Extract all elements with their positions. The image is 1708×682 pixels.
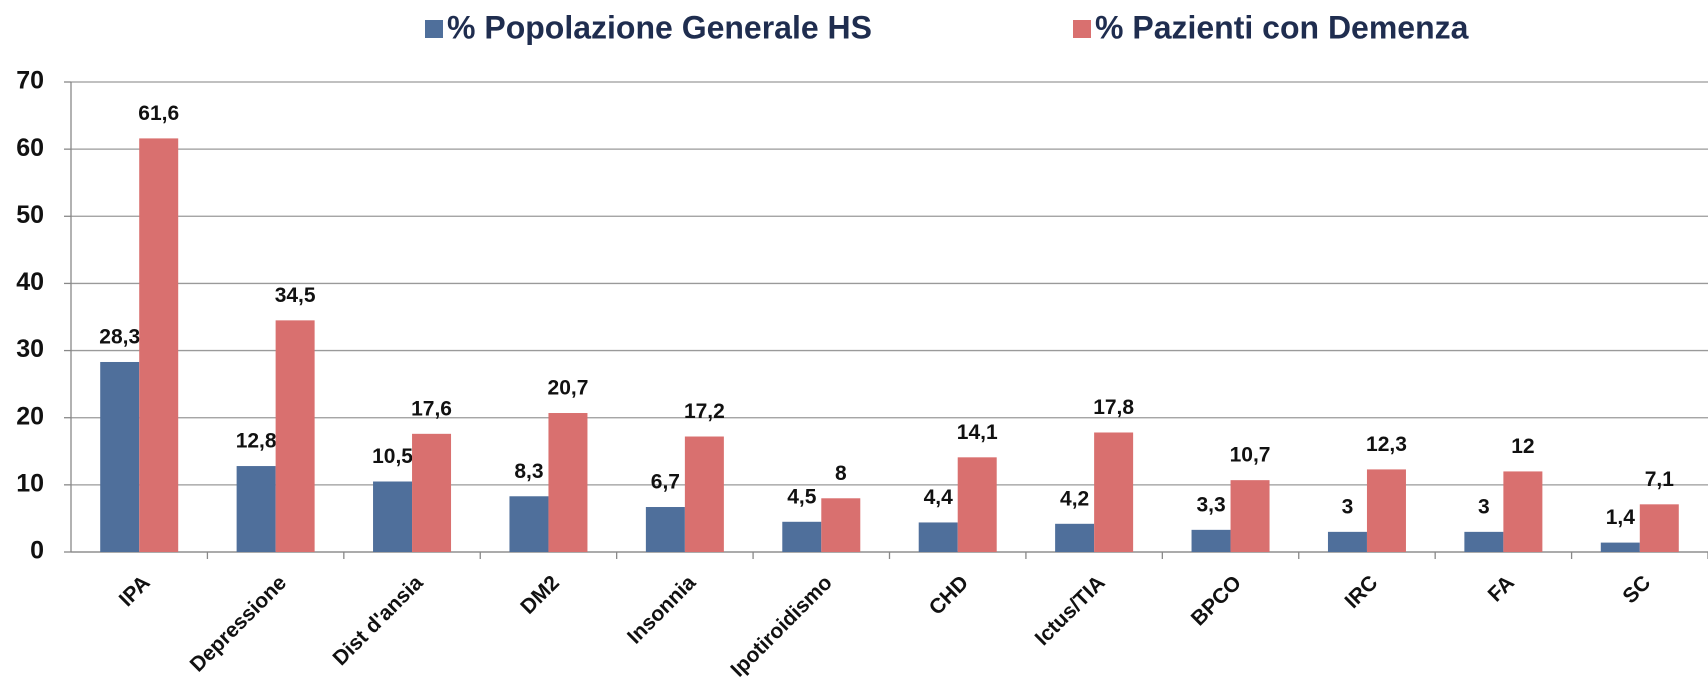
y-tick-label: 20	[16, 402, 44, 430]
x-tick-label: IPA	[115, 571, 155, 611]
bar	[645, 507, 685, 552]
bar	[548, 413, 588, 552]
value-label: 10,5	[372, 445, 413, 468]
legend-swatch	[425, 20, 443, 38]
y-tick-label: 60	[16, 134, 44, 162]
x-tick-label: BPCO	[1187, 571, 1246, 630]
value-label: 8,3	[514, 460, 543, 483]
bar	[1464, 531, 1504, 552]
value-label: 12,8	[236, 430, 277, 453]
bar	[918, 522, 958, 552]
x-tick-label: Dist d'ansia	[328, 571, 427, 670]
x-tick-label: CHD	[925, 571, 973, 619]
value-label: 7,1	[1645, 468, 1675, 491]
bar	[1639, 504, 1679, 552]
bar	[236, 466, 276, 552]
x-tick-label: Depressione	[186, 571, 291, 676]
value-label: 12,3	[1366, 433, 1407, 456]
value-label: 17,8	[1093, 396, 1134, 419]
bar	[1191, 529, 1231, 552]
bar	[275, 320, 315, 552]
bar	[1600, 542, 1640, 552]
value-label: 3,3	[1196, 493, 1225, 516]
value-label: 28,3	[99, 326, 140, 349]
bar	[100, 361, 140, 552]
x-tick-label: IRC	[1341, 571, 1383, 613]
x-tick-label: DM2	[516, 571, 564, 619]
y-tick-label: 40	[16, 268, 44, 296]
x-tick-label: Ipotiroidismo	[726, 571, 836, 681]
value-label: 4,4	[924, 486, 954, 509]
value-label: 6,7	[651, 471, 680, 494]
bar	[1503, 471, 1543, 552]
value-label: 3	[1342, 495, 1354, 518]
value-label: 1,4	[1606, 506, 1636, 529]
value-label: 12	[1511, 435, 1534, 458]
y-tick-label: 50	[16, 201, 44, 229]
value-label: 3	[1478, 495, 1490, 518]
bar	[821, 498, 861, 552]
bar	[412, 433, 452, 552]
legend-swatch	[1073, 20, 1091, 38]
y-tick-label: 70	[16, 67, 44, 95]
bar	[684, 436, 724, 552]
bar	[373, 481, 413, 552]
y-tick-label: 0	[30, 537, 44, 565]
bar	[509, 496, 549, 552]
bar	[1366, 469, 1406, 552]
value-label: 61,6	[138, 102, 179, 125]
x-tick-label: SC	[1618, 571, 1655, 608]
legend-label: % Pazienti con Demenza	[1095, 9, 1469, 45]
bar	[957, 457, 997, 552]
value-label: 20,7	[548, 377, 589, 400]
value-label: 17,2	[684, 400, 725, 423]
x-tick-label: FA	[1484, 571, 1519, 606]
x-tick-label: Insonnia	[623, 571, 701, 649]
bar	[1094, 432, 1134, 552]
bar	[1230, 480, 1270, 552]
bar	[782, 521, 822, 552]
y-tick-label: 10	[16, 469, 44, 497]
value-label: 34,5	[275, 284, 316, 307]
value-label: 14,1	[957, 421, 998, 444]
x-tick-label: Ictus/TIA	[1031, 571, 1110, 650]
value-label: 8	[835, 462, 847, 485]
value-label: 10,7	[1230, 444, 1271, 467]
bar	[1327, 531, 1367, 552]
value-label: 4,2	[1060, 487, 1089, 510]
y-tick-label: 30	[16, 335, 44, 363]
bar	[139, 138, 179, 552]
value-label: 4,5	[787, 485, 817, 508]
bar	[1055, 523, 1095, 552]
value-label: 17,6	[411, 397, 452, 420]
legend-label: % Popolazione Generale HS	[447, 9, 872, 45]
